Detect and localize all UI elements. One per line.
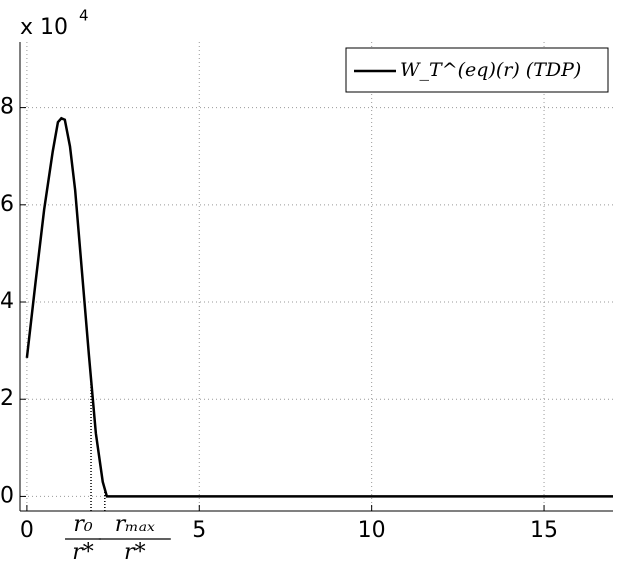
y-multiplier: x 10 bbox=[20, 15, 68, 40]
y-tick-label: 4 bbox=[0, 289, 14, 314]
x-fraction-numerator: r₀ bbox=[73, 512, 93, 537]
x-tick-label: 5 bbox=[192, 518, 206, 543]
x-fraction-denominator: r* bbox=[72, 540, 94, 564]
y-tick-label: 2 bbox=[0, 386, 14, 411]
x-tick-label: 15 bbox=[530, 518, 558, 543]
line bbox=[25, 116, 613, 498]
x-fraction-numerator: rₘₐₓ bbox=[115, 512, 155, 537]
x-fraction-denominator: r* bbox=[124, 540, 146, 564]
y-tick-label: 8 bbox=[0, 95, 14, 120]
y-tick-label: 6 bbox=[0, 192, 14, 217]
legend-label: W_T^(eq)(r) (TDP) bbox=[400, 59, 581, 81]
y-multiplier-exponent: 4 bbox=[79, 7, 89, 25]
x-tick-label: 0 bbox=[20, 518, 34, 543]
y-tick-label: 0 bbox=[0, 483, 14, 508]
x-tick-label: 10 bbox=[358, 518, 386, 543]
